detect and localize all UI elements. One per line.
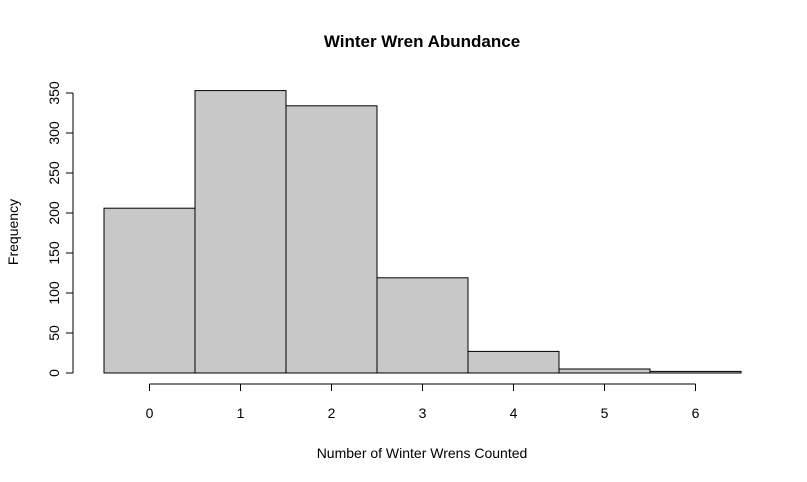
bar-4: [467, 350, 560, 374]
y-tick-label-0: 0: [46, 369, 62, 377]
bar-6: [649, 370, 742, 374]
y-tick-label-100: 100: [46, 281, 62, 305]
x-tick-label-1: 1: [237, 405, 245, 421]
x-tick-label-5: 5: [601, 405, 609, 421]
bar-1: [194, 90, 287, 374]
x-axis: 0 1 2 3 4 5 6: [146, 383, 700, 421]
y-tick-label-50: 50: [46, 325, 62, 341]
y-tick-label-300: 300: [46, 121, 62, 145]
bar-2: [285, 105, 378, 374]
bar-3: [376, 277, 469, 374]
x-tick-label-0: 0: [146, 405, 154, 421]
x-tick-label-2: 2: [328, 405, 336, 421]
bars-group: [103, 90, 742, 374]
y-tick-label-250: 250: [46, 161, 62, 185]
y-axis: 0 50 100 150 200 250 300 350: [46, 81, 74, 377]
y-tick-label-350: 350: [46, 81, 62, 105]
x-tick-label-6: 6: [692, 405, 700, 421]
y-tick-label-200: 200: [46, 201, 62, 225]
bar-0: [103, 207, 196, 374]
chart-title: Winter Wren Abundance: [324, 32, 520, 51]
y-tick-label-150: 150: [46, 241, 62, 265]
x-tick-label-3: 3: [419, 405, 427, 421]
x-axis-label: Number of Winter Wrens Counted: [317, 445, 528, 461]
y-axis-label: Frequency: [5, 199, 21, 265]
x-tick-label-4: 4: [510, 405, 518, 421]
bar-5: [558, 368, 651, 374]
